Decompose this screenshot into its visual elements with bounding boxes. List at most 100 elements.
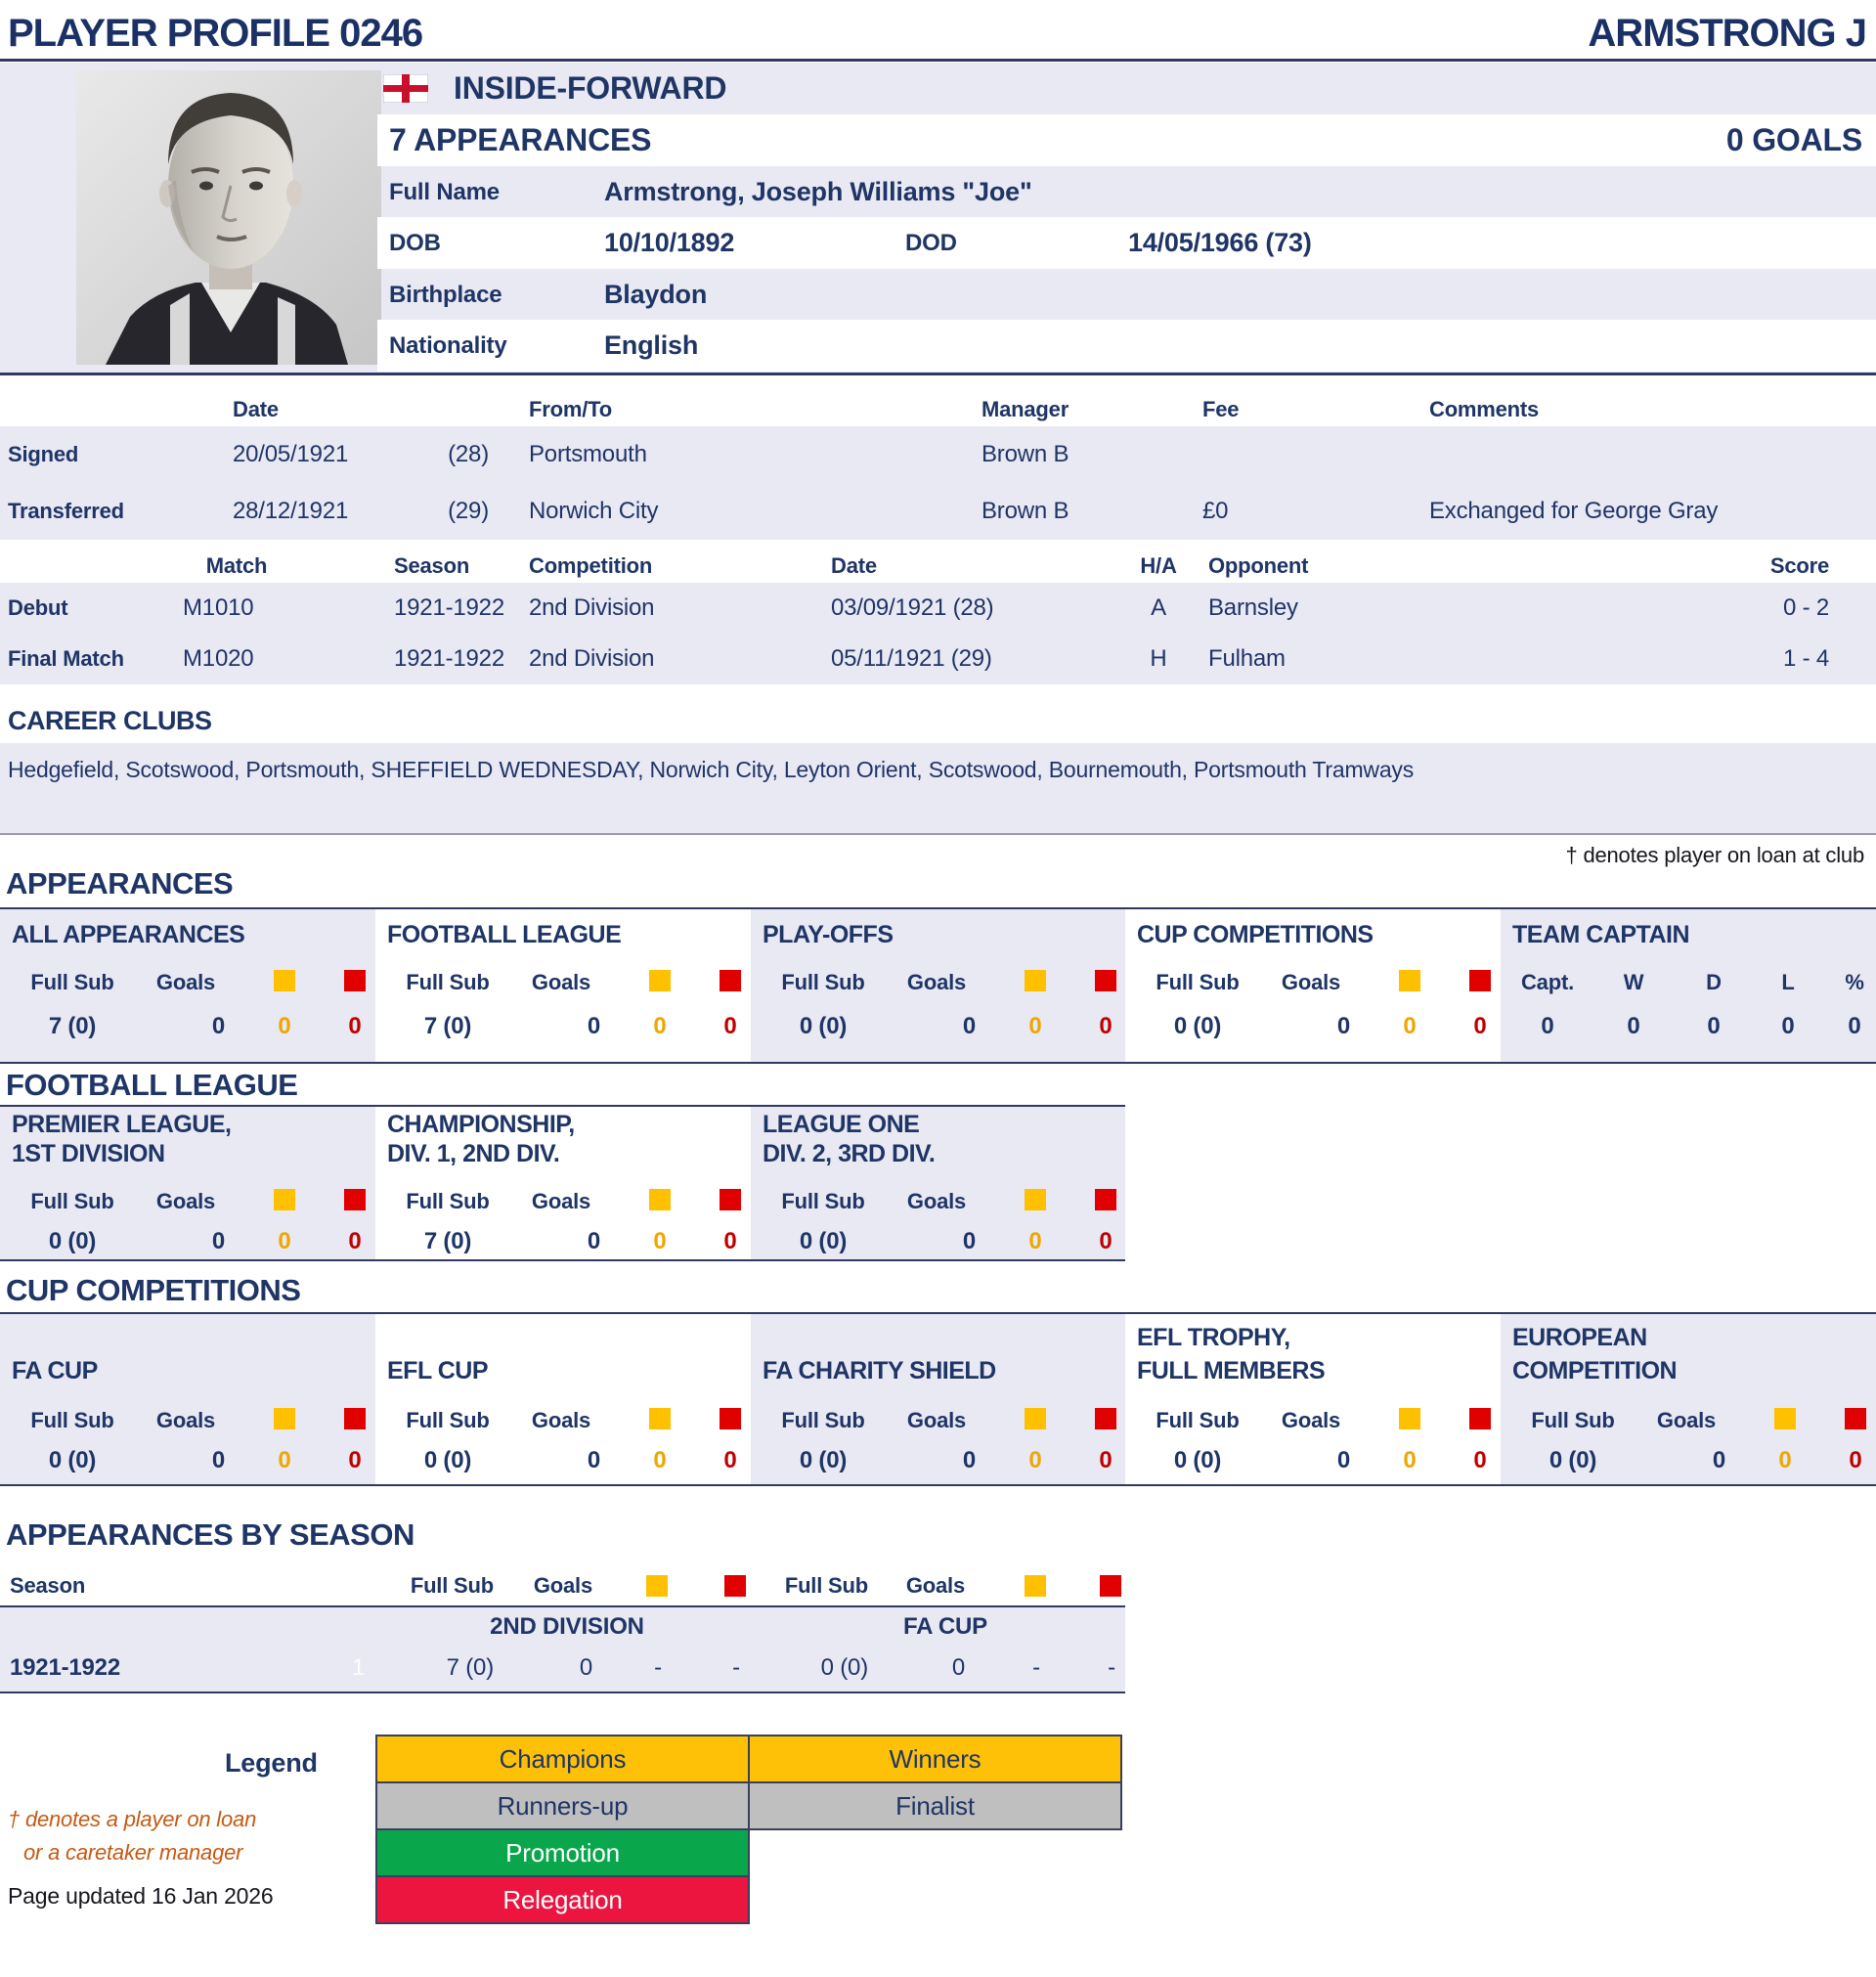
full-sub-value: 7 (0)	[423, 1228, 472, 1254]
signed-club: Portsmouth	[529, 441, 647, 467]
goals-value: 0	[211, 1228, 225, 1254]
goals-header: Goals	[1281, 1408, 1341, 1432]
goals-header: Goals	[531, 1189, 591, 1213]
legend-finalist: Finalist	[748, 1781, 1122, 1830]
yellow-card-icon	[274, 970, 295, 991]
info-panel-divider	[0, 373, 1876, 375]
full-sub-header: Full Sub	[30, 1189, 114, 1213]
competition-group-1: 2ND DIVISION	[490, 1613, 644, 1640]
yellow-cards-value: 0	[278, 1013, 291, 1039]
transfers-header-row: Date From/To Manager Fee Comments	[0, 393, 1876, 426]
panel-title-line1: CHAMPIONSHIP,	[387, 1111, 575, 1138]
footer-loan-note-line1: † denotes a player on loan	[8, 1807, 257, 1831]
matches-table-band	[0, 583, 1876, 684]
yellow-card-icon	[1025, 970, 1046, 991]
yellow-card-icon	[1399, 1408, 1420, 1429]
football-league-bottom-rule	[0, 1259, 1125, 1261]
yellow-cards-value: 0	[278, 1228, 291, 1254]
info-row-position: INSIDE-FORWARD	[377, 63, 1876, 114]
red-card-icon	[1095, 1408, 1116, 1429]
full-sub-header: Full Sub	[1156, 1408, 1240, 1432]
birthplace-value: Blaydon	[604, 280, 708, 309]
panel-efl-trophy: EFL TROPHY, FULL MEMBERS Full Sub Goals …	[1125, 1314, 1501, 1484]
panel-championship: CHAMPIONSHIP, DIV. 1, 2ND DIV. Full Sub …	[375, 1107, 751, 1259]
final-season: 1921-1922	[394, 645, 504, 672]
by-season-heading: APPEARANCES BY SEASON	[6, 1517, 414, 1552]
goals-value: 0	[211, 1013, 225, 1039]
red-card-icon	[720, 970, 741, 991]
red-cards-value: 0	[1473, 1013, 1487, 1039]
yellow-cards-value: 0	[1778, 1447, 1792, 1473]
table-row-debut: Debut M1010 1921-1922 2nd Division 03/09…	[0, 583, 1876, 634]
goals-header: Goals	[531, 1408, 591, 1432]
transferred-date: 28/12/1921	[233, 498, 349, 524]
panel-all-appearances: ALL APPEARANCES Full Sub Goals 7 (0) 0 0…	[0, 909, 375, 1062]
yellow-cards-value: 0	[1403, 1447, 1417, 1473]
cup-heading-rule	[0, 1312, 1876, 1314]
goals-header: Goals	[155, 970, 216, 994]
red-cards-value: 0	[723, 1013, 737, 1039]
matches-season-header: Season	[394, 553, 470, 578]
debut-competition: 2nd Division	[529, 594, 655, 621]
row-label: Final Match	[8, 646, 124, 671]
full-sub-value: 7 (0)	[446, 1654, 495, 1681]
appearances-heading: APPEARANCES	[6, 866, 234, 901]
goals-header: Goals	[531, 970, 591, 994]
debut-home-away: A	[1151, 594, 1166, 621]
goals-header: Goals	[906, 970, 967, 994]
panel-efl-cup: EFL CUP Full Sub Goals 0 (0) 0 0 0	[375, 1314, 751, 1484]
yellow-card-icon	[1399, 970, 1420, 991]
transferred-age: (29)	[448, 498, 489, 524]
debut-season: 1921-1922	[394, 594, 504, 621]
full-sub-value: 0 (0)	[48, 1228, 97, 1254]
transferred-manager: Brown B	[982, 498, 1069, 524]
loan-note: † denotes player on loan at club	[1565, 843, 1865, 867]
by-season-header-row: Season Full Sub Goals Full Sub Goals	[0, 1568, 1876, 1604]
goals-total: 0 GOALS	[1725, 122, 1862, 157]
legend-relegation: Relegation	[375, 1875, 750, 1924]
red-card-icon	[1845, 1408, 1866, 1429]
panel-title-line2: DIV. 2, 3RD DIV.	[763, 1140, 936, 1167]
panel-football-league: FOOTBALL LEAGUE Full Sub Goals 7 (0) 0 0…	[375, 909, 751, 1062]
panel-title-line1: LEAGUE ONE	[763, 1111, 920, 1138]
red-card-icon	[1469, 970, 1491, 991]
full-sub-value: 0 (0)	[1549, 1447, 1597, 1473]
goals-header: Goals	[1281, 970, 1341, 994]
red-cards-value: 0	[723, 1447, 737, 1473]
losses-header: L	[1781, 970, 1795, 994]
red-cards-value: -	[1108, 1654, 1115, 1681]
full-sub-header: Full Sub	[784, 1573, 868, 1598]
panel-title-line2: DIV. 1, 2ND DIV.	[387, 1140, 560, 1167]
red-cards-value: 0	[348, 1228, 362, 1254]
full-sub-value: 0 (0)	[799, 1228, 848, 1254]
dod-value: 14/05/1966 (73)	[1128, 228, 1312, 257]
red-card-icon	[1469, 1408, 1491, 1429]
full-sub-value: 0 (0)	[1173, 1447, 1222, 1473]
appearances-bottom-rule	[0, 1062, 1876, 1064]
yellow-card-icon	[274, 1408, 295, 1429]
full-sub-header: Full Sub	[30, 970, 114, 994]
red-card-icon	[1100, 1575, 1121, 1597]
cup-competitions-heading: CUP COMPETITIONS	[6, 1273, 301, 1307]
panel-european-competition: EUROPEAN COMPETITION Full Sub Goals 0 (0…	[1501, 1314, 1876, 1484]
goals-header: Goals	[155, 1189, 216, 1213]
matches-header-row: Match Season Competition Date H/A Oppone…	[0, 549, 1876, 583]
panel-title-line2: FA CUP	[12, 1357, 98, 1384]
legend-row-4: Relegation	[375, 1875, 750, 1924]
goals-value: 0	[579, 1654, 592, 1681]
matches-match-header: Match	[205, 553, 268, 578]
info-row-birthplace: Birthplace Blaydon	[377, 269, 1876, 320]
panel-team-captain: TEAM CAPTAIN Capt. W D L % 0 0 0 0 0	[1501, 909, 1876, 1062]
full-sub-header: Full Sub	[781, 1408, 865, 1432]
goals-value: 0	[587, 1013, 600, 1039]
football-league-heading-rule	[0, 1105, 1125, 1107]
goals-header: Goals	[906, 1408, 967, 1432]
transfers-date-header: Date	[233, 397, 279, 421]
debut-opponent: Barnsley	[1208, 594, 1298, 621]
final-home-away: H	[1150, 645, 1167, 672]
row-label: Debut	[8, 595, 68, 620]
matches-date-header: Date	[831, 553, 877, 578]
panel-fa-charity-shield: FA CHARITY SHIELD Full Sub Goals 0 (0) 0…	[751, 1314, 1125, 1484]
full-sub-value: 0 (0)	[820, 1654, 869, 1681]
footer-loan-note-line2: or a caretaker manager	[23, 1840, 243, 1865]
